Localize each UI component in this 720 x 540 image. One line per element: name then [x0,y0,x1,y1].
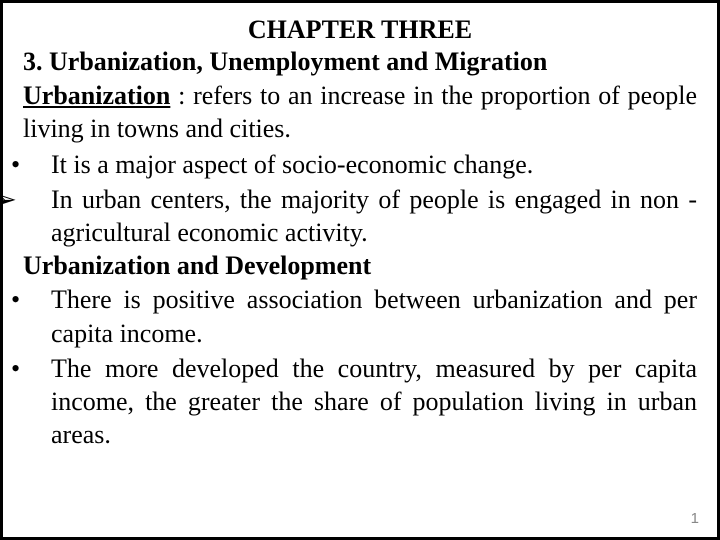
definition-term: Urbanization [23,81,170,110]
arrow-text-1: In urban centers, the majority of people… [51,185,697,247]
bullet-icon: • [31,148,51,181]
bullet-item-3: •The more developed the country, measure… [23,352,697,452]
chapter-title: CHAPTER THREE [23,15,697,45]
bullet-icon: • [31,283,51,316]
bullet-text-2: There is positive association between ur… [51,285,697,347]
bullet-text-1: It is a major aspect of socio-economic c… [51,150,533,179]
bullet-item-1: •It is a major aspect of socio-economic … [23,148,697,181]
arrow-icon: ➢ [23,183,51,216]
arrow-item-1: ➢In urban centers, the majority of peopl… [23,183,697,250]
page-number: 1 [691,510,699,527]
slide-container: CHAPTER THREE 3. Urbanization, Unemploym… [0,0,720,540]
bullet-item-2: •There is positive association between u… [23,283,697,350]
subheading: Urbanization and Development [23,251,697,281]
section-title: 3. Urbanization, Unemployment and Migrat… [23,47,697,77]
definition-line: Urbanization : refers to an increase in … [23,79,697,146]
bullet-icon: • [31,352,51,385]
bullet-text-3: The more developed the country, measured… [51,354,697,450]
